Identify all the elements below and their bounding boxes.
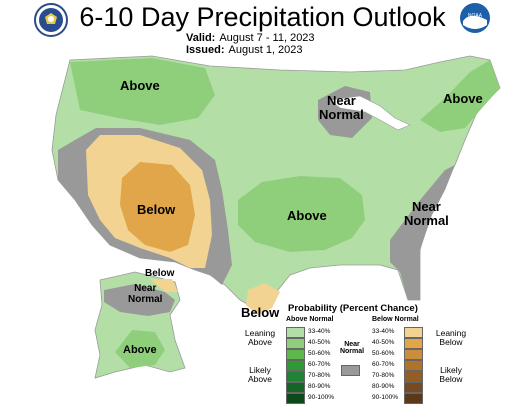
svg-text:NOAA: NOAA xyxy=(468,13,483,19)
issued-line: Issued: August 1, 2023 xyxy=(186,44,303,56)
above-central-region xyxy=(238,176,365,252)
label-above-central: Above xyxy=(287,208,327,223)
label-near-normal-southeast: Near Normal xyxy=(404,199,449,228)
label-below-southwest: Below xyxy=(137,202,176,217)
legend-below-range: 80-90% xyxy=(372,383,395,390)
legend-below-swatch xyxy=(404,360,423,371)
legend-below-range: 50-60% xyxy=(372,350,395,357)
legend-leaning-below: Leaning Below xyxy=(435,328,467,347)
legend: Probability (Percent Chance) Above Norma… xyxy=(238,303,518,404)
legend-below-range: 33-40% xyxy=(372,328,395,335)
legend-above-swatch xyxy=(286,327,305,338)
label-above-northeast: Above xyxy=(443,91,483,106)
legend-title: Probability (Percent Chance) xyxy=(288,303,418,314)
legend-above-swatch xyxy=(286,360,305,371)
legend-above-swatch xyxy=(286,349,305,360)
legend-below-swatch xyxy=(404,327,423,338)
legend-below-swatch xyxy=(404,371,423,382)
legend-above-range: 90-100% xyxy=(308,394,335,401)
legend-above-range: 50-60% xyxy=(308,350,331,357)
legend-below-range: 90-100% xyxy=(372,394,399,401)
legend-below-head: Below Normal xyxy=(372,316,419,323)
legend-above-range: 80-90% xyxy=(308,383,331,390)
legend-above-swatch xyxy=(286,371,305,382)
legend-above-head: Above Normal xyxy=(286,316,334,323)
legend-above-range: 33-40% xyxy=(308,328,331,335)
label-above-northwest: Above xyxy=(120,78,160,93)
legend-above-range: 70-80% xyxy=(308,372,331,379)
legend-above-range: 60-70% xyxy=(308,361,331,368)
label-alaska-near-normal: Near Normal xyxy=(128,283,163,305)
legend-below-swatch xyxy=(404,338,423,349)
legend-above-swatch xyxy=(286,338,305,349)
alaska-near-normal-region xyxy=(104,284,175,316)
legend-above-swatch xyxy=(286,382,305,393)
legend-near-swatch xyxy=(341,365,360,376)
above-northeast-region xyxy=(420,60,500,132)
near-normal-southeast-region xyxy=(390,165,455,300)
label-near-normal-great-lakes: Near Normal xyxy=(319,93,364,122)
page-title: 6-10 Day Precipitation Outlook xyxy=(79,2,446,32)
commerce-seal-icon xyxy=(34,3,68,37)
above-northwest-region xyxy=(70,58,215,125)
below-likely-southwest-region xyxy=(120,162,195,252)
legend-below-swatch xyxy=(404,349,423,360)
legend-below-range: 60-70% xyxy=(372,361,395,368)
legend-near-head: Near Normal xyxy=(339,341,365,356)
legend-leaning-above: Leaning Above xyxy=(244,328,276,347)
legend-above-swatch xyxy=(286,393,305,404)
label-alaska-above: Above xyxy=(123,344,157,356)
legend-likely-above: Likely Above xyxy=(247,365,273,384)
valid-line: Valid: August 7 - 11, 2023 xyxy=(186,32,315,44)
legend-above-range: 40-50% xyxy=(308,339,331,346)
legend-below-range: 70-80% xyxy=(372,372,395,379)
legend-below-swatch xyxy=(404,382,423,393)
legend-below-swatch xyxy=(404,393,423,404)
great-lakes-water xyxy=(329,95,411,131)
label-below-texas: Below xyxy=(241,305,280,320)
label-alaska-below: Below xyxy=(145,268,175,279)
alaska-above-region xyxy=(115,330,165,368)
below-leaning-texas-region xyxy=(246,283,280,315)
alaska-below-region xyxy=(150,279,178,292)
legend-below-range: 40-50% xyxy=(372,339,395,346)
noaa-logo-icon: NOAA xyxy=(460,3,490,33)
legend-likely-below: Likely Below xyxy=(439,365,463,384)
